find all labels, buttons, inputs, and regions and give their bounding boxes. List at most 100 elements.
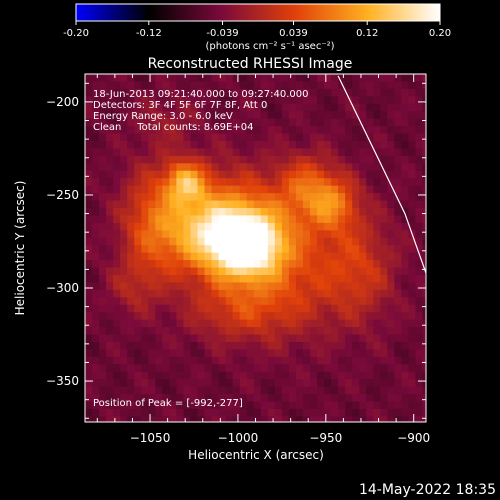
heatmap-cell <box>260 386 269 395</box>
heatmap-cell <box>120 96 128 105</box>
heatmap-cell <box>288 260 297 269</box>
heatmap-cell <box>113 200 121 209</box>
heatmap-cell <box>148 297 156 306</box>
heatmap-cell <box>331 297 339 306</box>
heatmap-cell <box>359 96 367 105</box>
heatmap-cell <box>169 222 177 231</box>
heatmap-cell <box>324 74 332 83</box>
heatmap-cell <box>253 222 262 231</box>
heatmap-cell <box>345 408 353 418</box>
heatmap-cell <box>422 155 426 164</box>
heatmap-cell <box>120 334 128 343</box>
heatmap-cell <box>218 379 227 388</box>
heatmap-cell <box>162 193 170 202</box>
heatmap-cell <box>162 401 170 410</box>
heatmap-cell <box>394 170 402 179</box>
heatmap-cell <box>141 282 149 291</box>
heatmap-cell <box>183 178 192 187</box>
heatmap-cell <box>127 81 135 90</box>
heatmap-cell <box>92 371 100 380</box>
heatmap-cell <box>148 88 156 97</box>
heatmap-cell <box>309 148 318 157</box>
heatmap-cell <box>253 207 262 217</box>
heatmap-cell <box>204 327 213 336</box>
heatmap-cell <box>218 178 227 187</box>
heatmap-cell <box>113 81 121 90</box>
heatmap-cell <box>169 379 177 388</box>
heatmap-cell <box>106 289 114 298</box>
heatmap-cell <box>359 304 367 313</box>
heatmap-cell <box>394 252 402 261</box>
heatmap-cell <box>120 341 128 351</box>
heatmap-cell <box>148 148 156 157</box>
heatmap-cell <box>422 416 426 422</box>
heatmap-cell <box>281 74 290 83</box>
heatmap-cell <box>401 163 410 172</box>
heatmap-cell <box>274 230 283 239</box>
heatmap-cell <box>85 81 93 90</box>
heatmap-cell <box>408 103 417 112</box>
heatmap-cell <box>253 327 262 336</box>
heatmap-cell <box>366 81 374 90</box>
heatmap-cell <box>394 334 402 343</box>
heatmap-cell <box>148 356 156 365</box>
heatmap-cell <box>324 88 332 97</box>
heatmap-cell <box>281 207 290 217</box>
heatmap-cell <box>281 185 290 194</box>
heatmap-cell <box>113 371 121 380</box>
heatmap-cell <box>309 163 318 172</box>
heatmap-cell <box>338 185 346 194</box>
heatmap-cell <box>302 312 311 321</box>
heatmap-cell <box>169 133 177 142</box>
heatmap-cell <box>366 126 374 135</box>
heatmap-cell <box>120 170 128 179</box>
heatmap-cell <box>148 312 156 321</box>
heatmap-cell <box>387 319 395 328</box>
heatmap-cell <box>324 215 332 224</box>
heatmap-cell <box>211 222 220 231</box>
heatmap-cell <box>197 289 206 298</box>
heatmap-cell <box>225 215 234 224</box>
heatmap-cell <box>345 245 353 254</box>
heatmap-cell <box>359 327 367 336</box>
heatmap-cell <box>387 178 395 187</box>
heatmap-cell <box>394 364 402 373</box>
heatmap-cell <box>246 289 255 298</box>
heatmap-cell <box>183 356 192 365</box>
heatmap-cell <box>127 312 135 321</box>
heatmap-cell <box>211 200 220 209</box>
heatmap-cell <box>225 334 234 343</box>
heatmap-cell <box>260 394 269 403</box>
heatmap-cell <box>99 319 107 328</box>
heatmap-cell <box>338 74 346 83</box>
heatmap-cell <box>176 148 185 157</box>
heatmap-cell <box>309 274 318 284</box>
heatmap-cell <box>387 304 395 313</box>
heatmap-cell <box>267 364 276 373</box>
heatmap-cell <box>253 155 262 164</box>
heatmap-cell <box>162 178 170 187</box>
heatmap-cell <box>401 327 410 336</box>
heatmap-cell <box>267 222 276 231</box>
heatmap-cell <box>162 356 170 365</box>
heatmap-cell <box>267 200 276 209</box>
heatmap-cell <box>373 408 381 418</box>
heatmap-cell <box>324 401 332 410</box>
heatmap-cell <box>204 200 213 209</box>
heatmap-cell <box>127 379 135 388</box>
heatmap-cell <box>317 341 325 351</box>
heatmap-cell <box>253 245 262 254</box>
heatmap-cell <box>309 297 318 306</box>
heatmap-cell <box>380 230 388 239</box>
heatmap-cell <box>345 416 353 422</box>
heatmap-cell <box>415 245 424 254</box>
heatmap-cell <box>295 379 304 388</box>
heatmap-cell <box>274 245 283 254</box>
heatmap-cell <box>127 118 135 127</box>
heatmap-cell <box>415 103 424 112</box>
heatmap-cell <box>324 416 332 422</box>
heatmap-cell <box>162 319 170 328</box>
heatmap-cell <box>134 103 142 112</box>
heatmap-cell <box>373 386 381 395</box>
heatmap-cell <box>183 252 192 261</box>
